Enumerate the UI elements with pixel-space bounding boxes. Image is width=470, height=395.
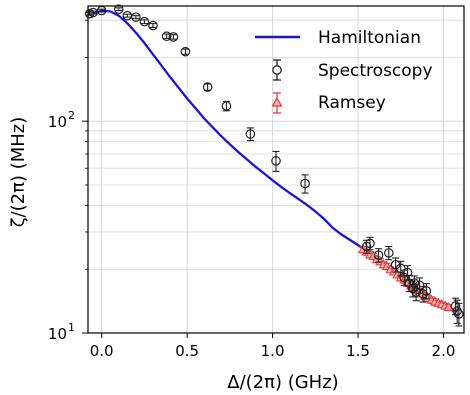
spectroscopy-marker — [361, 241, 372, 252]
spectroscopy-point — [399, 269, 409, 286]
spectroscopy-marker — [404, 278, 415, 288]
y-tick-label: 10 — [48, 113, 67, 131]
legend-spectroscopy-marker — [272, 59, 282, 81]
spectroscopy-marker — [113, 4, 124, 15]
spectroscopy-marker — [139, 16, 150, 27]
y-axis-label: ζ/(2π) (MHz) — [8, 117, 29, 227]
x-tick-label: 2.0 — [432, 342, 456, 360]
spectroscopy-marker — [399, 272, 409, 283]
spectroscopy-marker — [271, 156, 281, 166]
legend-spectroscopy-label: Spectroscopy — [318, 61, 433, 81]
y-tick-exponent: 2 — [68, 109, 75, 122]
legend-ramsey-label: Ramsey — [318, 93, 386, 113]
x-tick-label: 0.0 — [90, 342, 114, 360]
spectroscopy-point — [373, 248, 384, 263]
spectroscopy-point — [88, 7, 98, 18]
spectroscopy-point — [221, 100, 232, 112]
spectroscopy-marker — [180, 46, 191, 57]
spectroscopy-point — [180, 46, 191, 57]
spectroscopy-marker — [221, 101, 232, 111]
spectroscopy-point — [402, 265, 413, 281]
spectroscopy-point — [365, 236, 375, 251]
grid-layer — [88, 6, 464, 334]
legend-ramsey-marker — [271, 92, 283, 114]
spectroscopy-point — [454, 302, 464, 327]
spectroscopy-point — [421, 283, 432, 300]
hamiltonian-line — [92, 9, 458, 313]
x-tick-label: 0.5 — [175, 342, 199, 360]
legend-hamiltonian-label: Hamiltonian — [318, 28, 421, 48]
x-tick-label: 1.0 — [261, 342, 285, 360]
spectroscopy-point — [202, 82, 213, 92]
spectroscopy-marker — [454, 309, 464, 319]
y-tick-exponent: 1 — [68, 321, 75, 334]
spectroscopy-point — [271, 150, 281, 172]
spectroscopy-marker — [395, 263, 406, 274]
spectroscopy-marker — [168, 32, 179, 42]
spectroscopy-marker — [148, 20, 158, 31]
spectroscopy-marker — [402, 267, 413, 278]
spectroscopy-point — [300, 174, 310, 194]
spectroscopy-point — [168, 32, 179, 42]
spectroscopy-point — [148, 20, 158, 31]
spectroscopy-marker — [161, 31, 172, 42]
spectroscopy-marker — [373, 250, 384, 261]
spectroscopy-marker — [245, 129, 256, 139]
y-tick-label: 10 — [48, 325, 67, 343]
spectroscopy-marker — [202, 82, 213, 92]
spectroscopy-marker — [409, 278, 420, 288]
spectroscopy-marker — [418, 289, 428, 299]
spectroscopy-marker — [414, 280, 425, 291]
spectroscopy-marker — [383, 248, 394, 258]
spectroscopy-marker — [300, 178, 310, 189]
spectroscopy-point — [113, 4, 124, 15]
plot-frame — [87, 5, 465, 334]
spectroscopy-marker — [365, 238, 375, 249]
spectroscopy-marker — [450, 301, 461, 311]
spectroscopy-point — [452, 299, 462, 324]
x-tick-label: 1.5 — [346, 342, 370, 360]
series-layer — [84, 4, 464, 327]
spectroscopy-marker — [131, 12, 141, 22]
x-axis-label: Δ/(2π) (GHz) — [227, 372, 338, 393]
spectroscopy-point — [131, 12, 141, 22]
spectroscopy-point — [383, 245, 394, 261]
legend: Hamiltonian Spectroscopy Ramsey — [255, 28, 433, 114]
spectroscopy-point — [122, 10, 133, 21]
spectroscopy-marker — [421, 286, 432, 296]
spectroscopy-point — [139, 16, 150, 27]
spectroscopy-point — [245, 127, 256, 142]
